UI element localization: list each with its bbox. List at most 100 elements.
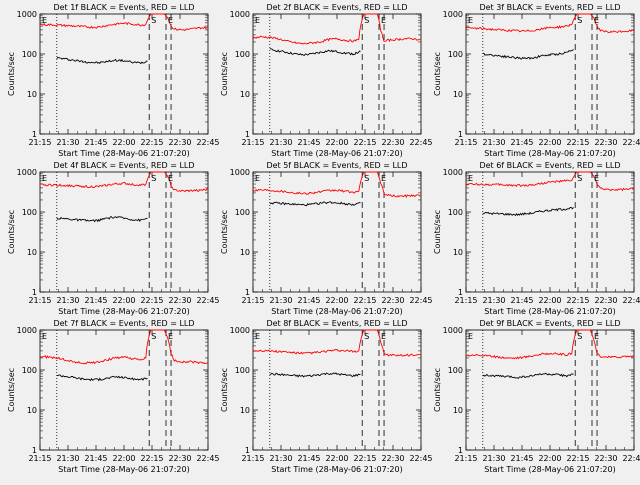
- series-line-lld: [465, 329, 635, 360]
- y-tick-label: 100: [235, 366, 250, 375]
- start-marker-label: S: [151, 332, 156, 341]
- y-tick-label: 10: [240, 90, 250, 99]
- chart-title: Det 7f BLACK = Events, RED = LLD: [53, 319, 194, 328]
- x-tick-label: 21:15: [28, 454, 51, 463]
- y-tick-label: 10: [240, 406, 250, 415]
- start-marker-label: S: [364, 332, 369, 341]
- x-tick-label: 21:15: [241, 296, 264, 305]
- x-tick-label: 22:00: [538, 138, 561, 147]
- x-tick-label: 22:00: [538, 296, 561, 305]
- x-tick-label: 22:30: [594, 138, 617, 147]
- series-line-lld: [252, 171, 422, 198]
- end-marker-label: E: [381, 332, 386, 341]
- series-line-lld: [465, 13, 635, 34]
- y-axis-label: Counts/sec: [220, 210, 229, 254]
- end-marker-label: E: [381, 16, 386, 25]
- plot-frame: [465, 329, 635, 451]
- x-tick-label: 22:00: [538, 454, 561, 463]
- x-tick-label: 21:30: [56, 454, 79, 463]
- x-axis-label: Start Time (28-May-06 21:07:20): [484, 465, 615, 474]
- chart-panel-9: Det 9f BLACK = Events, RED = LLD Counts/s…: [433, 319, 640, 474]
- y-tick-label: 1000: [443, 168, 463, 177]
- start-marker-label: S: [364, 174, 369, 183]
- start-marker-label: S: [151, 16, 156, 25]
- plot-frame: [39, 13, 209, 135]
- chart-title: Det 2f BLACK = Events, RED = LLD: [266, 3, 407, 12]
- start-marker-label: S: [364, 16, 369, 25]
- x-axis-label: Start Time (28-May-06 21:07:20): [271, 307, 402, 316]
- x-tick-label: 22:15: [566, 138, 589, 147]
- y-tick-label: 1: [245, 288, 250, 297]
- x-tick-label: 21:30: [482, 454, 505, 463]
- y-tick-label: 1: [245, 130, 250, 139]
- x-tick-label: 22:45: [409, 138, 432, 147]
- x-axis-label: Start Time (28-May-06 21:07:20): [58, 149, 189, 158]
- left-edge-marker-label: E: [255, 332, 260, 341]
- x-tick-label: 21:15: [454, 454, 477, 463]
- left-edge-marker-label: E: [42, 332, 47, 341]
- x-tick-label: 21:45: [510, 138, 533, 147]
- x-tick-label: 21:45: [297, 296, 320, 305]
- series-line-lld: [252, 329, 422, 357]
- chart-panel-1: Det 1f BLACK = Events, RED = LLD Counts/s…: [7, 3, 220, 158]
- x-tick-label: 22:00: [325, 296, 348, 305]
- y-axis-label: Counts/sec: [7, 368, 16, 412]
- left-edge-marker-label: E: [42, 16, 47, 25]
- x-tick-label: 22:15: [140, 138, 163, 147]
- x-tick-label: 22:45: [622, 296, 640, 305]
- x-tick-label: 22:45: [622, 138, 640, 147]
- chart-panel-5: Det 5f BLACK = Events, RED = LLD Counts/s…: [220, 161, 433, 316]
- chart-panel-6: Det 6f BLACK = Events, RED = LLD Counts/s…: [433, 161, 640, 316]
- x-tick-label: 22:30: [594, 296, 617, 305]
- y-tick-label: 1000: [230, 10, 250, 19]
- y-tick-label: 10: [453, 248, 463, 257]
- end-marker-label: E: [594, 174, 599, 183]
- y-tick-label: 1000: [230, 168, 250, 177]
- chart-title: Det 4f BLACK = Events, RED = LLD: [53, 161, 194, 170]
- x-tick-label: 21:30: [269, 138, 292, 147]
- x-axis-label: Start Time (28-May-06 21:07:20): [484, 149, 615, 158]
- plot-frame: [39, 329, 209, 451]
- y-tick-label: 1: [458, 446, 463, 455]
- y-axis-label: Counts/sec: [7, 210, 16, 254]
- x-tick-label: 22:15: [140, 454, 163, 463]
- y-axis-label: Counts/sec: [220, 368, 229, 412]
- x-tick-label: 22:00: [325, 138, 348, 147]
- x-tick-label: 21:45: [297, 454, 320, 463]
- series-line-events: [269, 372, 361, 378]
- chart-title: Det 6f BLACK = Events, RED = LLD: [479, 161, 620, 170]
- y-axis-label: Counts/sec: [433, 368, 442, 412]
- y-tick-label: 1: [32, 288, 37, 297]
- y-tick-label: 1000: [230, 326, 250, 335]
- x-axis-label: Start Time (28-May-06 21:07:20): [58, 465, 189, 474]
- series-line-events: [56, 216, 148, 223]
- y-tick-label: 100: [22, 208, 37, 217]
- series-line-events: [269, 201, 361, 207]
- x-tick-label: 21:30: [482, 296, 505, 305]
- series-line-lld: [39, 171, 209, 193]
- series-line-lld: [252, 13, 422, 45]
- y-tick-label: 1: [32, 446, 37, 455]
- series-line-events: [56, 374, 148, 382]
- chart-title: Det 9f BLACK = Events, RED = LLD: [479, 319, 620, 328]
- series-line-events: [269, 48, 361, 56]
- plot-frame: [252, 329, 422, 451]
- series-line-events: [482, 372, 574, 379]
- x-axis-label: Start Time (28-May-06 21:07:20): [271, 465, 402, 474]
- y-tick-label: 100: [235, 50, 250, 59]
- y-tick-label: 10: [27, 406, 37, 415]
- x-tick-label: 22:00: [112, 296, 135, 305]
- x-tick-label: 22:30: [381, 296, 404, 305]
- series-line-events: [56, 56, 148, 65]
- x-tick-label: 21:15: [28, 296, 51, 305]
- y-tick-label: 1: [458, 288, 463, 297]
- plot-frame: [465, 171, 635, 293]
- series-line-lld: [465, 171, 635, 192]
- y-tick-label: 1000: [17, 168, 37, 177]
- chart-title: Det 1f BLACK = Events, RED = LLD: [53, 3, 194, 12]
- left-edge-marker-label: E: [468, 174, 473, 183]
- x-tick-label: 22:30: [168, 138, 191, 147]
- x-tick-label: 22:15: [140, 296, 163, 305]
- x-tick-label: 21:45: [84, 138, 107, 147]
